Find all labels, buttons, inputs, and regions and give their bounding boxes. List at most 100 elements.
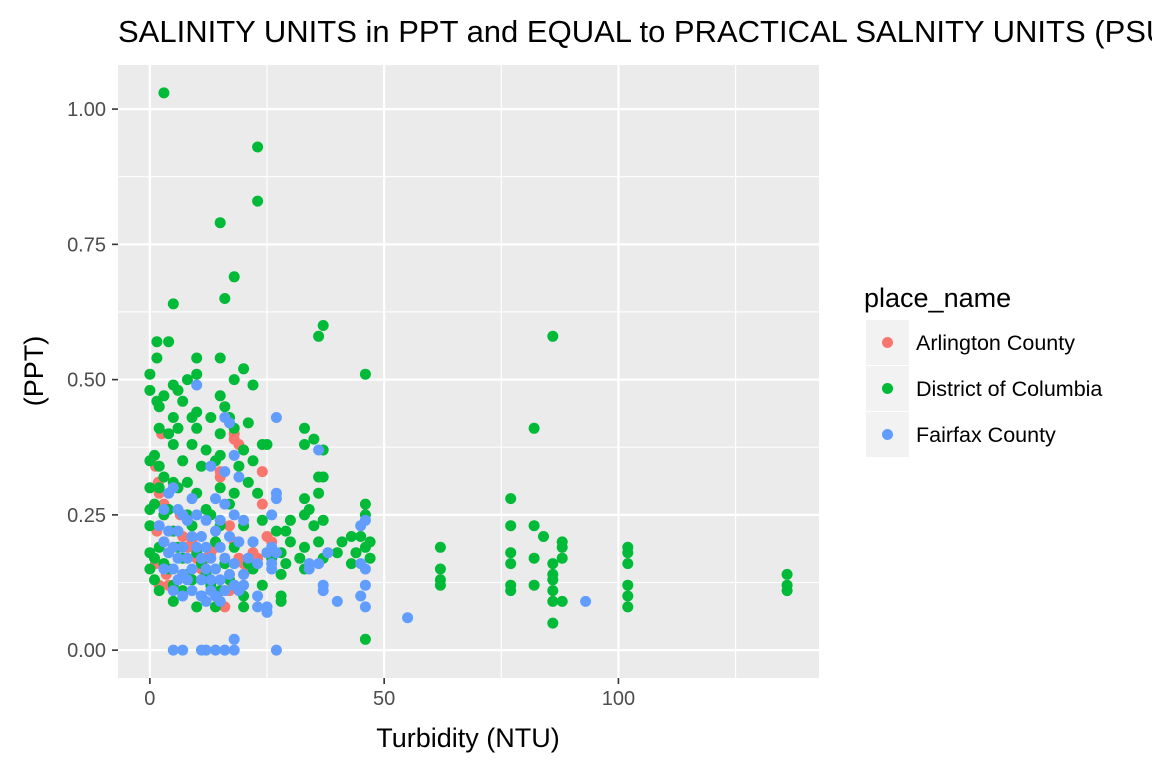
data-point [214,574,226,586]
data-point [270,547,282,559]
data-point [224,520,235,532]
data-point [163,547,175,559]
data-point [247,536,259,548]
data-point [144,520,156,532]
data-point [205,460,217,472]
data-point [505,585,517,597]
data-point [167,412,179,423]
data-point [210,525,221,537]
x-tick-label: 0 [144,688,155,710]
data-point [144,368,156,380]
data-point [214,428,226,440]
data-point [350,547,362,559]
data-point [167,595,179,607]
data-point [163,428,175,440]
data-point [205,552,217,564]
data-point [313,536,325,548]
data-point [210,644,221,656]
data-point [345,558,357,570]
data-point [158,471,170,483]
data-point [144,384,156,396]
data-point [434,563,446,575]
x-axis-title: Turbidity (NTU) [376,723,560,753]
legend-marker [882,383,893,394]
data-point [186,439,198,450]
data-point [359,633,371,645]
data-point [177,644,189,656]
data-point [622,601,634,613]
x-axis: 0 50 100 [144,678,635,710]
data-point [256,466,268,478]
data-point [528,579,540,591]
data-point [195,460,207,472]
data-point [556,541,568,553]
data-point [144,563,156,575]
data-point [547,574,559,586]
data-point [242,552,254,564]
legend-marker [882,337,893,348]
data-point [359,498,371,510]
data-point [275,595,287,607]
data-point [505,547,517,559]
data-point [224,531,235,542]
data-point [238,514,250,526]
data-point [317,514,329,526]
data-point [355,590,367,602]
data-point [238,568,250,580]
data-point [228,449,240,461]
data-point [153,422,165,434]
data-point [151,336,163,348]
data-point [181,574,193,586]
data-point [547,558,559,570]
data-point [505,493,517,505]
data-point [252,590,264,602]
data-point [181,514,193,526]
data-point [195,531,207,542]
data-point [622,547,634,559]
data-point [299,422,310,434]
data-point [153,520,165,532]
data-point [186,585,198,597]
data-point [331,547,343,559]
data-point [299,509,310,521]
data-point [153,460,165,472]
data-point [622,590,634,602]
data-point [214,390,226,402]
data-point [144,482,156,494]
data-point [256,498,268,510]
data-point [622,558,634,570]
data-point [181,552,193,564]
data-point [144,455,156,467]
data-point [308,433,320,445]
data-point [284,536,296,548]
x-tick-label: 50 [373,688,395,710]
data-point [270,644,282,656]
data-point [172,384,184,396]
data-point [200,563,212,575]
data-point [247,379,259,391]
y-tick-label: 1.00 [67,99,106,121]
data-point [275,568,287,580]
data-point [191,352,203,364]
data-point [364,552,376,564]
data-point [238,363,250,375]
data-point [191,601,203,613]
data-point [163,336,175,348]
x-tick-label: 100 [602,688,635,710]
data-point [163,525,175,537]
data-point [144,504,156,515]
data-point [359,368,371,380]
data-point [270,525,282,537]
data-point [181,476,193,488]
data-point [200,595,212,607]
data-point [158,536,170,548]
data-point [191,379,203,391]
data-point [167,585,179,597]
data-point [200,444,212,456]
data-point [256,579,268,591]
data-point [317,585,329,597]
data-point [299,493,310,505]
data-point [233,536,245,548]
data-point [228,558,240,570]
data-point [622,579,634,591]
